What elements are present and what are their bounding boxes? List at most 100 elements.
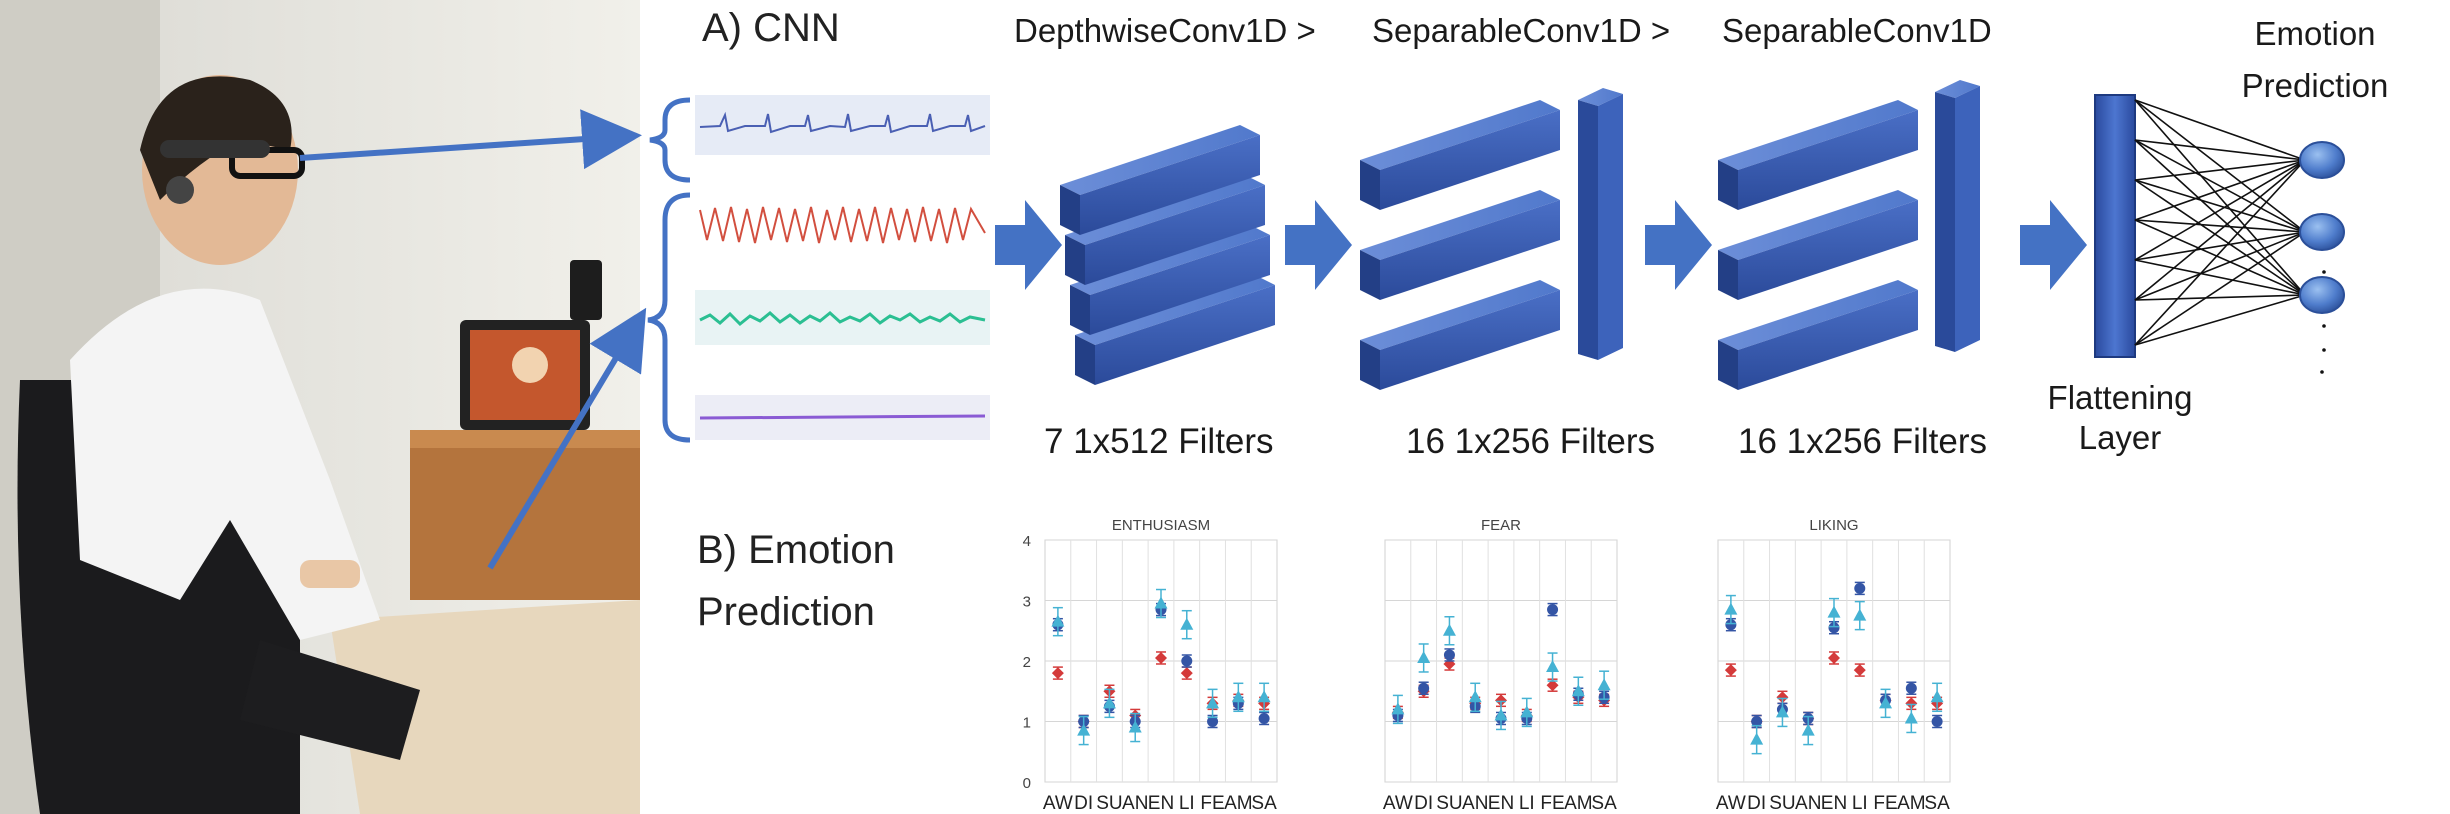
arrow-signals-to-depthwise (995, 200, 1062, 290)
eeg-signal (699, 111, 986, 134)
data-point (1751, 716, 1763, 727)
x-tick-label: AN (1122, 793, 1148, 814)
depthwise-block (1075, 275, 1275, 385)
x-tick-label: LI (1852, 793, 1868, 814)
arrow-separable1-to-separable2 (1645, 200, 1712, 290)
x-tick-label: AW (1383, 793, 1413, 814)
data-point (1231, 690, 1245, 703)
x-tick-label: EN (1821, 793, 1847, 814)
x-tick-label: SU (1769, 793, 1795, 814)
y-tick-label: 3 (1023, 594, 1031, 611)
x-tick-label: DI (1074, 793, 1093, 814)
flattening-line2: Layer (2078, 419, 2162, 456)
separable2-block (1718, 190, 1918, 300)
y-tick-label: 0 (1023, 775, 1031, 792)
respiration-signal-panel (695, 195, 990, 255)
data-point (1207, 716, 1219, 727)
section-a-title: A) CNN (702, 6, 840, 50)
data-point (1879, 696, 1893, 709)
layer-name-3: SeparableConv1D (1722, 12, 1992, 49)
data-point (1828, 622, 1840, 634)
x-tick-label: AM (1224, 793, 1253, 814)
x-tick-label: AN (1462, 793, 1488, 814)
x-tick-label: DI (1747, 793, 1766, 814)
layer-filters-1: 7 1x512 Filters (1044, 422, 1274, 461)
output-node (2299, 276, 2345, 314)
eeg-connector (299, 109, 642, 170)
dense-connections (2134, 99, 2306, 346)
depthwise-blocks (1060, 125, 1275, 385)
data-point (1853, 608, 1867, 621)
data-point (1905, 682, 1917, 694)
data-point (1750, 732, 1764, 745)
flattening-line1: Flattening (2047, 379, 2193, 416)
x-tick-label: SU (1096, 793, 1122, 814)
x-tick-label: SU (1436, 793, 1462, 814)
data-point (1417, 650, 1431, 663)
data-point (1051, 667, 1064, 680)
x-tick-label: FE (1540, 793, 1564, 814)
emotion-prediction-label: Emotion Prediction (2210, 8, 2420, 112)
x-tick-label: AM (1897, 793, 1926, 814)
x-tick-label: FE (1200, 793, 1224, 814)
section-b-title-line1: B) Emotion (697, 528, 895, 572)
data-point (1391, 702, 1405, 715)
separable2-block (1718, 280, 1918, 390)
data-point (1724, 602, 1738, 615)
x-tick-label: FE (1873, 793, 1897, 814)
y-tick-label: 1 (1023, 715, 1031, 732)
emotion-line2: Prediction (2241, 67, 2389, 104)
arrow-depthwise-to-separable1 (1285, 200, 1352, 290)
data-point (1051, 614, 1065, 627)
depthwise-block (1065, 175, 1265, 285)
data-point (1418, 682, 1430, 694)
separable1-pointwise-bar (1578, 88, 1623, 360)
data-point (1180, 617, 1194, 630)
depthwise-block (1070, 225, 1270, 335)
data-point (1546, 679, 1559, 692)
physio-brace (647, 192, 691, 443)
x-tick-label: EN (1148, 793, 1174, 814)
wrist-connector (487, 307, 647, 570)
participant-photo (0, 0, 640, 814)
separable2-pointwise-bar (1935, 80, 1980, 352)
data-point (1828, 651, 1840, 664)
data-point (1206, 696, 1220, 709)
output-ellipsis (2320, 270, 2326, 374)
chart-title: ENTHUSIASM (1112, 517, 1210, 534)
section-b-title-line2: Prediction (697, 590, 875, 634)
data-point (1775, 705, 1789, 718)
eda-signal (699, 311, 986, 327)
data-point (1725, 619, 1737, 631)
data-point (1128, 720, 1142, 733)
data-point (1154, 596, 1168, 609)
respiration-signal (699, 206, 986, 244)
data-point (1827, 605, 1841, 618)
data-point (1597, 678, 1611, 691)
data-point (1495, 694, 1507, 707)
data-point (1180, 667, 1193, 680)
data-point (1155, 651, 1167, 664)
data-point (1102, 696, 1116, 709)
data-point (1077, 723, 1091, 736)
emotion-line1: Emotion (2254, 15, 2376, 52)
temp-signal (699, 414, 986, 420)
eeg-brace (649, 97, 691, 183)
x-tick-label: SA (1251, 793, 1277, 814)
data-point (1494, 708, 1508, 721)
data-point (1930, 690, 1944, 703)
data-point (1571, 684, 1585, 697)
layer-filters-2: 16 1x256 Filters (1406, 422, 1656, 461)
flattening-layer-bar (2094, 94, 2136, 358)
data-point (1776, 691, 1789, 704)
x-tick-label: EN (1488, 793, 1514, 814)
flattening-label: Flattening Layer (2025, 378, 2215, 458)
data-point (1904, 711, 1918, 724)
separable1-block (1360, 190, 1560, 300)
depthwise-block (1060, 125, 1260, 235)
data-point (1468, 690, 1482, 703)
